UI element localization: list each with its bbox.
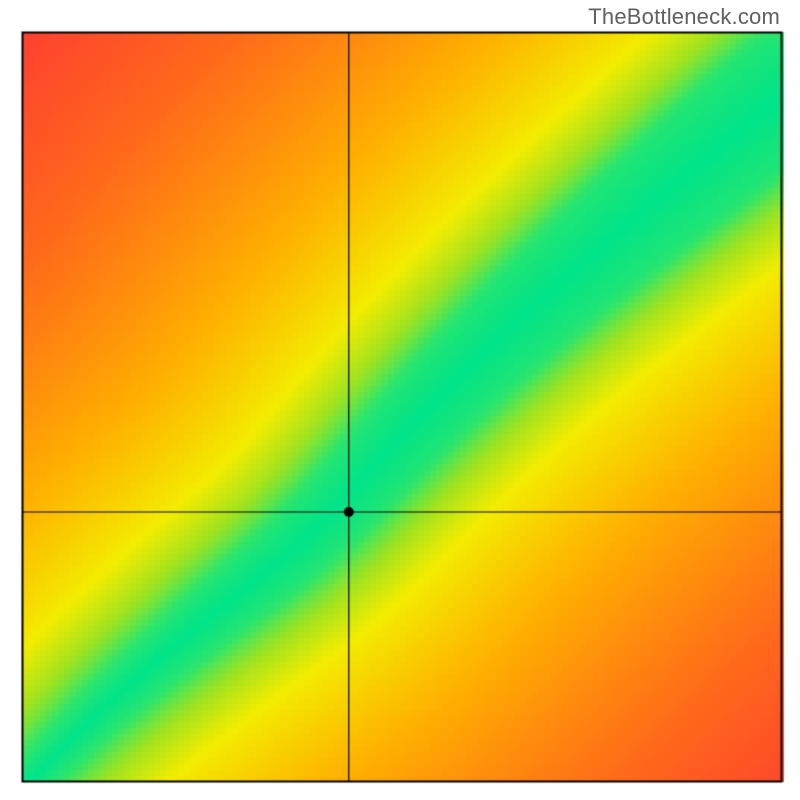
watermark-text: TheBottleneck.com	[588, 4, 780, 30]
heatmap-canvas	[0, 0, 800, 800]
chart-container: TheBottleneck.com	[0, 0, 800, 800]
